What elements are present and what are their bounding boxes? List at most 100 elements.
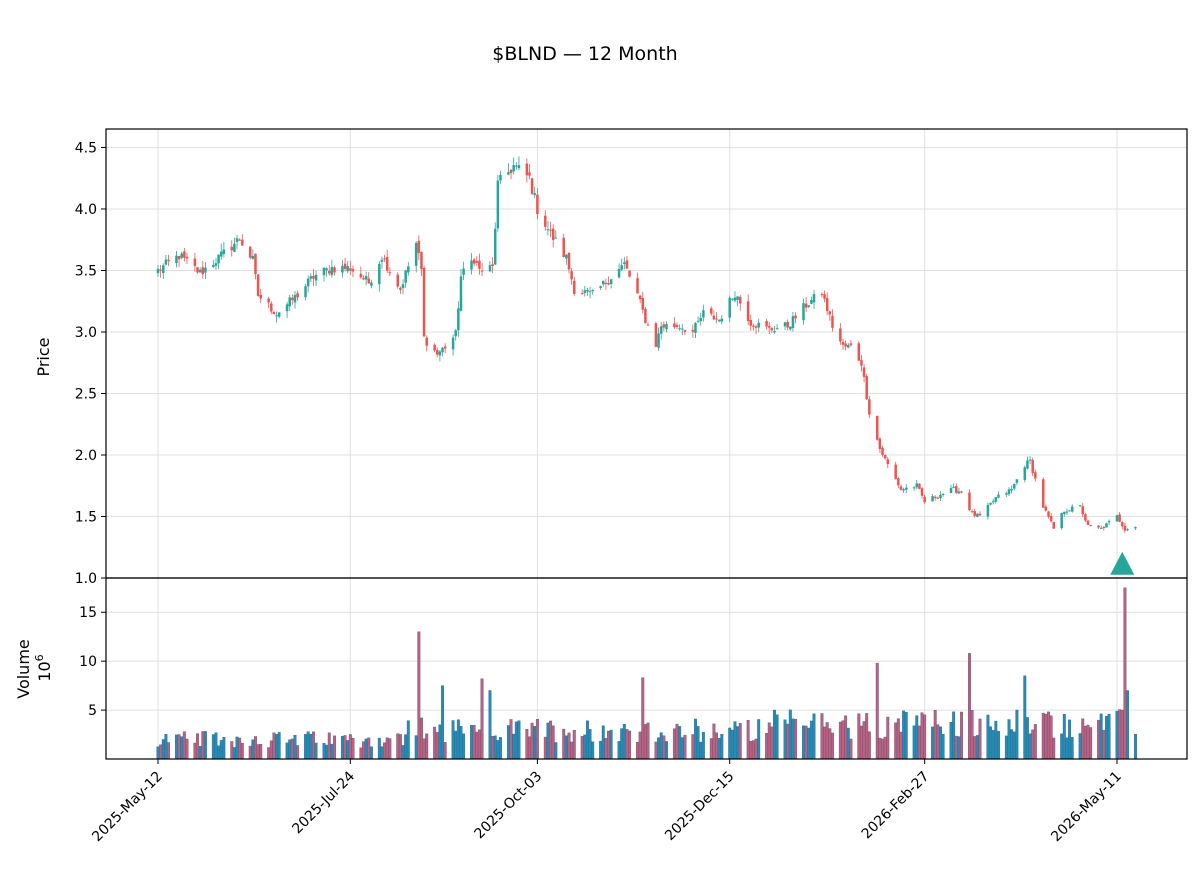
candle-body <box>860 360 863 366</box>
volume-bar <box>915 715 919 760</box>
candle-body <box>883 454 887 459</box>
volume-bar <box>643 724 647 760</box>
volume-bar <box>1004 735 1008 760</box>
candle-body <box>586 289 589 292</box>
volume-bar <box>211 734 215 760</box>
volume-bar <box>991 730 995 760</box>
price-tick-label: 2.5 <box>75 386 97 402</box>
buy-signal-marker <box>1110 551 1135 575</box>
volume-bar <box>701 731 705 760</box>
candle-body <box>923 496 926 503</box>
volume-bar <box>230 741 234 760</box>
volume-bar <box>554 742 558 760</box>
candle-body <box>802 303 805 321</box>
volume-bar <box>1065 737 1069 760</box>
candle-body <box>293 294 297 303</box>
candle-body <box>717 319 721 322</box>
volume-bar <box>425 733 429 760</box>
volume-bar <box>601 725 605 760</box>
candle-body <box>441 347 444 353</box>
volume-bar <box>954 735 958 760</box>
candle-body <box>414 242 418 266</box>
volume-tick-label: 10 <box>79 654 97 670</box>
candle-body <box>710 308 713 314</box>
candle-body <box>364 275 368 280</box>
candle-body <box>388 272 392 274</box>
candle-body <box>1102 526 1106 529</box>
volume-bar <box>767 722 771 760</box>
volume-bar <box>422 738 426 760</box>
candle-body <box>994 497 998 502</box>
volume-bar <box>1028 733 1032 760</box>
volume-bar <box>203 731 207 760</box>
volume-bar <box>232 747 236 760</box>
volume-bar <box>309 733 313 760</box>
price-grid <box>106 129 1187 578</box>
candle-body <box>443 346 447 349</box>
candle-body <box>509 169 513 174</box>
candle-body <box>180 253 183 258</box>
candle-body <box>894 464 897 480</box>
volume-bar <box>957 736 961 760</box>
candle-body <box>275 315 278 317</box>
candle-body <box>617 268 621 278</box>
price-candles <box>156 156 1137 533</box>
volume-panel-frame <box>105 577 1188 760</box>
candle-body <box>1084 514 1087 521</box>
x-ticks: 2025-May-12 2025-Jul-24 2025-Oct-03 2025-De… <box>89 759 1125 845</box>
volume-bar <box>807 727 811 760</box>
candle-body <box>367 278 371 284</box>
candle-body <box>330 267 334 275</box>
candle-body <box>628 270 631 277</box>
candle-body <box>212 265 215 267</box>
candle-body <box>1118 514 1121 522</box>
price-panel-frame <box>105 128 1188 579</box>
candle-body <box>1028 459 1032 461</box>
candle-body <box>554 237 558 239</box>
volume-bar <box>525 729 529 760</box>
volume-bar <box>994 720 998 760</box>
volume-bar <box>894 722 898 760</box>
candle-body <box>222 249 226 254</box>
volume-bar <box>509 719 513 760</box>
candle-body <box>767 325 771 328</box>
x-tick-label: 2025-May-12 <box>89 769 166 846</box>
volume-bar <box>1120 709 1124 760</box>
volume-bar <box>728 727 732 760</box>
candle-body <box>657 333 660 348</box>
candle-body <box>599 286 602 288</box>
candle-body <box>314 275 318 281</box>
volume-bar <box>1025 717 1029 760</box>
volume-bar <box>857 713 861 760</box>
candle-body <box>823 294 826 299</box>
volume-multiplier-exponent: 6 <box>33 654 46 661</box>
volume-bar <box>248 745 252 760</box>
candle-body <box>875 415 879 440</box>
candle-body <box>968 492 971 511</box>
volume-bar <box>867 731 871 760</box>
volume-bar <box>765 733 769 760</box>
candle-body <box>417 240 421 254</box>
candle-body <box>528 172 531 176</box>
candle-body <box>636 278 639 294</box>
candle-body <box>604 282 608 284</box>
x-tick-label: 2025-Dec-15 <box>662 769 737 844</box>
volume-bar <box>359 747 363 760</box>
volume-bar <box>285 742 289 760</box>
candle-body <box>1115 515 1119 522</box>
volume-bar <box>441 685 444 760</box>
candle-body <box>162 265 165 274</box>
volume-bar <box>251 739 255 760</box>
candle-body <box>970 511 974 513</box>
candle-body <box>546 229 550 231</box>
volume-bar <box>678 726 682 760</box>
volume-bar <box>254 736 257 760</box>
volume-bar <box>672 728 676 760</box>
volume-bar <box>646 722 650 760</box>
candle-body <box>378 263 381 285</box>
volume-bar <box>343 735 347 760</box>
volume-bar <box>1033 724 1037 760</box>
volume-bar <box>662 735 666 760</box>
volume-bar <box>691 734 695 760</box>
